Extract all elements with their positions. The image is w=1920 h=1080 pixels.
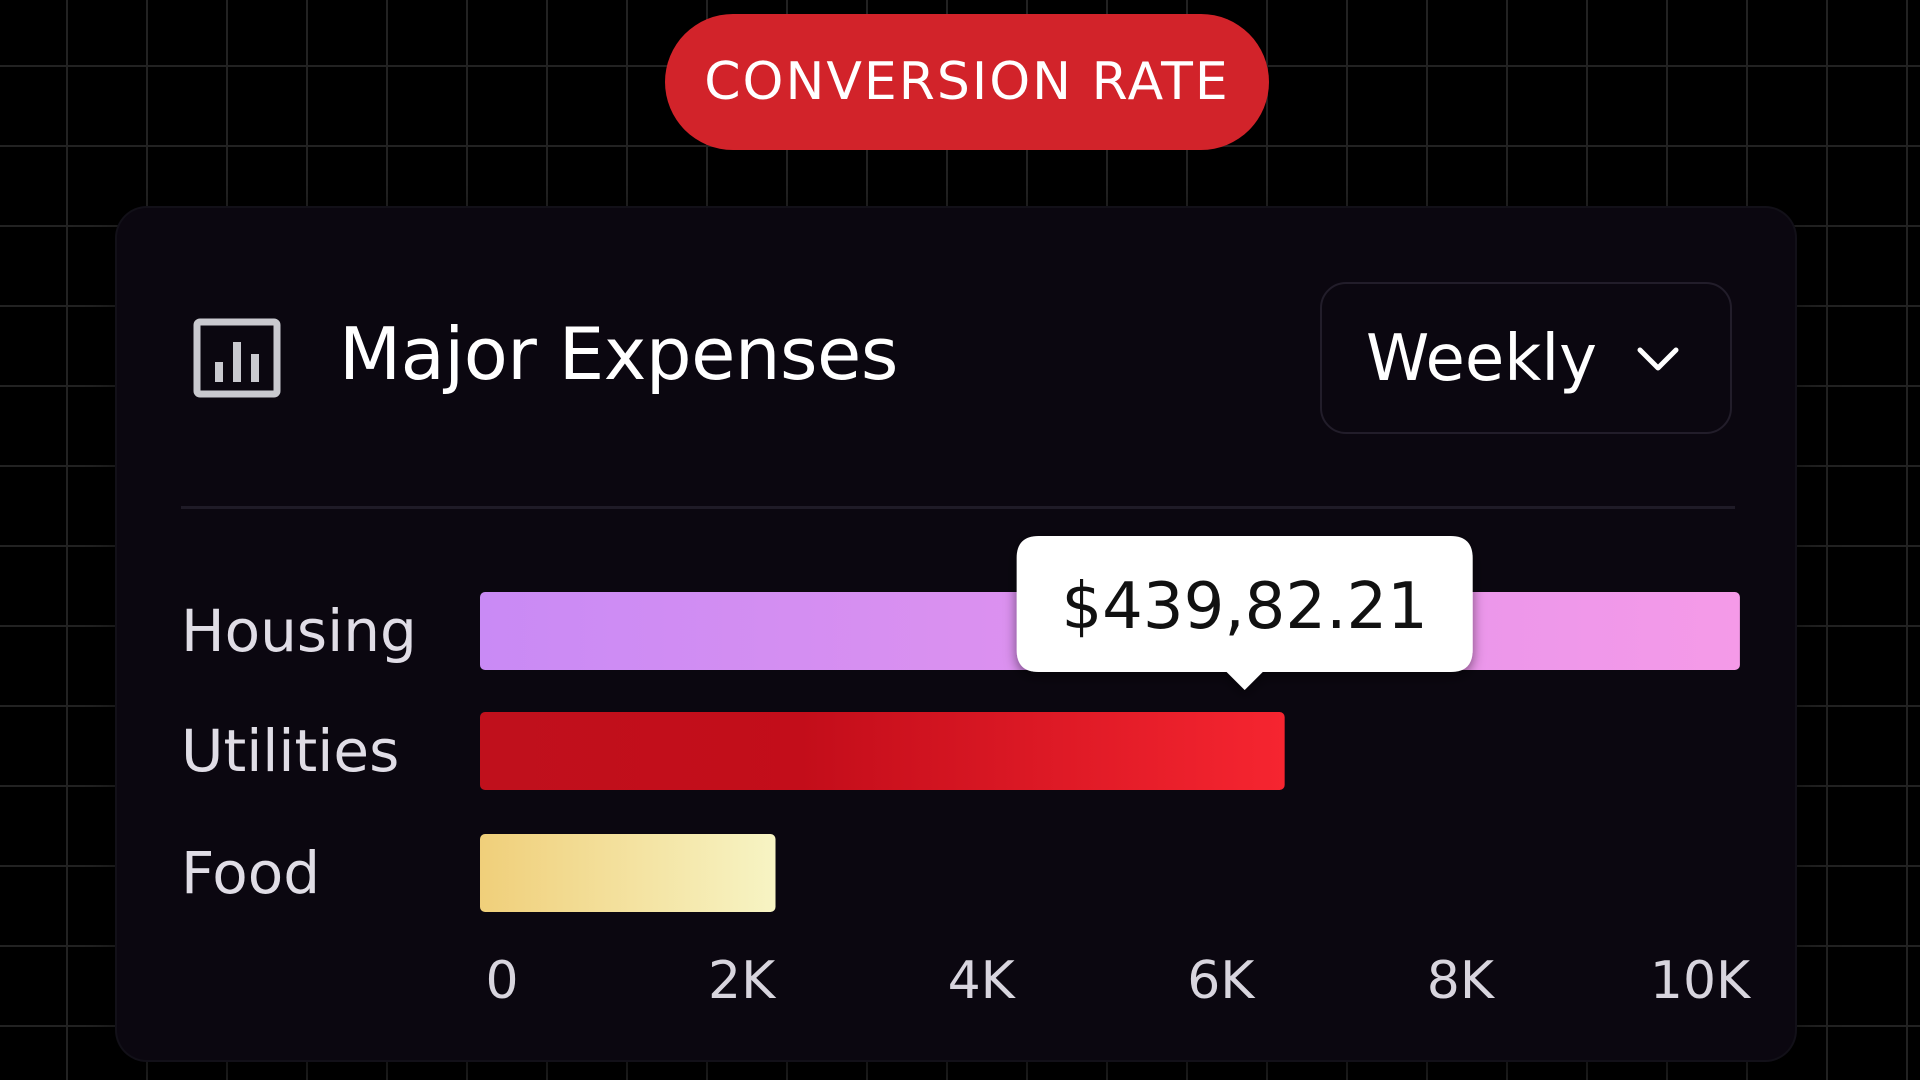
major-expenses-card: Major Expenses Weekly Housing Utilities Fo [117,208,1795,1060]
expenses-bar-chart: Housing Utilities Food 0 2K 4K 6K 8K 10K $439,8… [181,536,1752,1011]
header-divider [181,506,1735,509]
conversion-rate-badge: CONVERSION RATE [665,14,1269,150]
x-tick-label: 8K [1427,951,1496,1011]
category-label-food: Food [181,839,320,907]
x-tick-label: 2K [708,951,777,1011]
x-tick-label: 0 [485,951,518,1011]
x-tick-label: 10K [1650,951,1752,1011]
bar-utilities[interactable] [480,712,1285,790]
tooltip-box [1016,536,1473,690]
card-header: Major Expenses Weekly [117,208,1795,508]
period-selected-label: Weekly [1366,322,1597,396]
x-tick-label: 6K [1187,951,1256,1011]
period-dropdown[interactable]: Weekly [1320,282,1732,434]
tooltip-value: $439,82.21 [1061,570,1427,644]
value-tooltip: $439,82.21 [1016,536,1473,690]
chevron-down-icon [1637,347,1679,371]
x-tick-label: 4K [948,951,1017,1011]
bar-food[interactable] [480,834,776,912]
category-label-utilities: Utilities [181,717,399,785]
card-title: Major Expenses [339,312,898,396]
category-label-housing: Housing [181,597,417,665]
bar-chart-icon [193,318,281,398]
